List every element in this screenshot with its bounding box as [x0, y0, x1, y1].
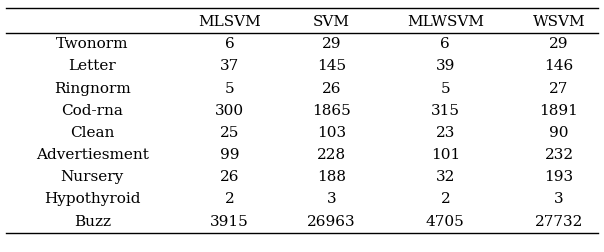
Text: Twonorm: Twonorm	[56, 37, 129, 51]
Text: 3: 3	[327, 192, 336, 206]
Text: 39: 39	[435, 59, 455, 73]
Text: 146: 146	[544, 59, 574, 73]
Text: MLSVM: MLSVM	[198, 15, 261, 29]
Text: Letter: Letter	[68, 59, 116, 73]
Text: 315: 315	[431, 104, 460, 118]
Text: 5: 5	[440, 81, 450, 96]
Text: 188: 188	[317, 170, 346, 184]
Text: 3915: 3915	[210, 214, 249, 229]
Text: 4705: 4705	[426, 214, 464, 229]
Text: 300: 300	[215, 104, 244, 118]
Text: Clean: Clean	[70, 126, 115, 140]
Text: 25: 25	[220, 126, 239, 140]
Text: MLWSVM: MLWSVM	[407, 15, 484, 29]
Text: 99: 99	[220, 148, 239, 162]
Text: 232: 232	[544, 148, 574, 162]
Text: 103: 103	[317, 126, 346, 140]
Text: Hypothyroid: Hypothyroid	[44, 192, 141, 206]
Text: 29: 29	[549, 37, 569, 51]
Text: 29: 29	[322, 37, 341, 51]
Text: 26963: 26963	[307, 214, 356, 229]
Text: 23: 23	[435, 126, 455, 140]
Text: 2: 2	[440, 192, 450, 206]
Text: 5: 5	[225, 81, 234, 96]
Text: 26: 26	[322, 81, 341, 96]
Text: Cod-rna: Cod-rna	[62, 104, 123, 118]
Text: Advertiesment: Advertiesment	[36, 148, 149, 162]
Text: WSVM: WSVM	[533, 15, 585, 29]
Text: 27732: 27732	[535, 214, 583, 229]
Text: 193: 193	[544, 170, 574, 184]
Text: Buzz: Buzz	[74, 214, 111, 229]
Text: 6: 6	[225, 37, 234, 51]
Text: 1891: 1891	[539, 104, 579, 118]
Text: Nursery: Nursery	[60, 170, 124, 184]
Text: 90: 90	[549, 126, 569, 140]
Text: Ringnorm: Ringnorm	[54, 81, 130, 96]
Text: 32: 32	[435, 170, 455, 184]
Text: 145: 145	[317, 59, 346, 73]
Text: 228: 228	[317, 148, 346, 162]
Text: 26: 26	[220, 170, 239, 184]
Text: 6: 6	[440, 37, 450, 51]
Text: 2: 2	[225, 192, 234, 206]
Text: 1865: 1865	[312, 104, 351, 118]
Text: 27: 27	[550, 81, 569, 96]
Text: 101: 101	[431, 148, 460, 162]
Text: SVM: SVM	[313, 15, 350, 29]
Text: 37: 37	[220, 59, 239, 73]
Text: 3: 3	[554, 192, 564, 206]
